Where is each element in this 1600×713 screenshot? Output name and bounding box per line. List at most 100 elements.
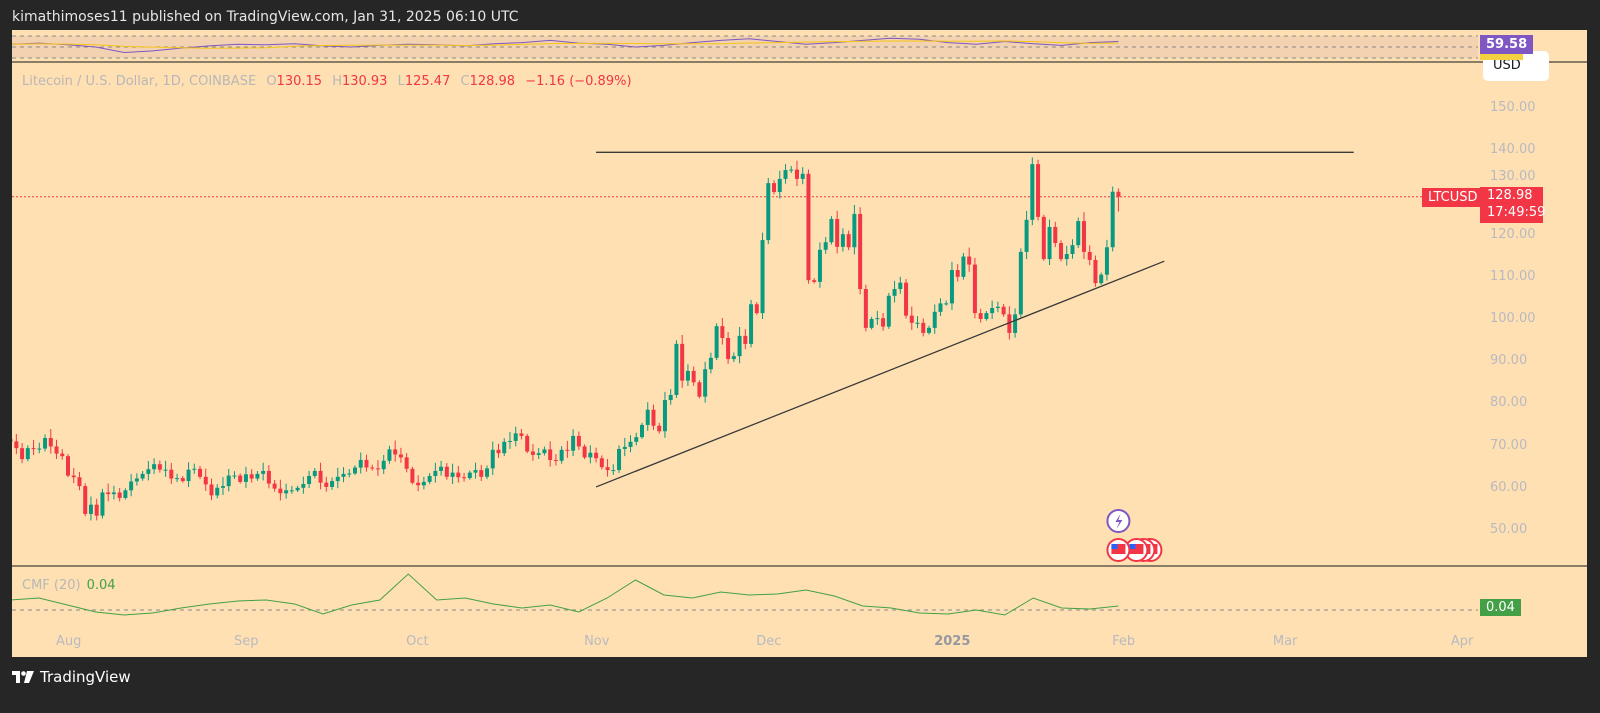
price-chart[interactable] bbox=[12, 30, 1587, 657]
candle-down bbox=[272, 483, 277, 489]
symbol-legend: Litecoin / U.S. Dollar, 1D, COINBASE O13… bbox=[22, 74, 632, 89]
candle-up bbox=[559, 449, 564, 461]
candle-up bbox=[312, 470, 317, 476]
candle-down bbox=[77, 477, 82, 487]
candle-up bbox=[869, 319, 874, 328]
candle-up bbox=[990, 308, 995, 314]
candle-up bbox=[255, 473, 260, 479]
candle-up bbox=[1064, 254, 1069, 260]
candle-down bbox=[169, 469, 174, 479]
candle-up bbox=[571, 435, 576, 451]
tradingview-footer: TradingView bbox=[12, 668, 131, 686]
change-value: −1.16 (−0.89%) bbox=[525, 74, 632, 89]
candle-down bbox=[238, 475, 243, 482]
candle-down bbox=[1053, 227, 1058, 244]
candle-down bbox=[370, 467, 375, 469]
candle-up bbox=[243, 474, 248, 482]
candle-up bbox=[152, 464, 157, 470]
candle-down bbox=[71, 475, 76, 478]
candle-up bbox=[817, 249, 822, 282]
candle-up bbox=[111, 492, 116, 495]
candle-down bbox=[846, 234, 851, 248]
candle-up bbox=[134, 478, 139, 482]
candle-down bbox=[404, 457, 409, 469]
y-tick-label: 140.00 bbox=[1490, 142, 1536, 158]
candle-up bbox=[536, 453, 541, 455]
candle-up bbox=[358, 459, 363, 468]
candle-down bbox=[530, 451, 535, 455]
x-tick-label: Dec bbox=[756, 634, 782, 649]
us-flag-canton bbox=[1111, 544, 1118, 549]
candle-down bbox=[60, 453, 65, 457]
candle-down bbox=[1001, 306, 1006, 315]
candle-up bbox=[622, 446, 627, 449]
candle-down bbox=[94, 504, 99, 516]
candle-up bbox=[226, 475, 231, 487]
candle-up bbox=[490, 449, 495, 469]
x-tick-label: Sep bbox=[233, 634, 259, 649]
candle-up bbox=[507, 440, 512, 442]
candle-down bbox=[680, 343, 685, 381]
candle-up bbox=[1076, 221, 1081, 246]
candle-up bbox=[766, 183, 771, 241]
candle-up bbox=[513, 433, 518, 441]
candle-down bbox=[726, 337, 731, 360]
candle-up bbox=[662, 400, 667, 432]
candle-down bbox=[1087, 251, 1092, 260]
candle-down bbox=[456, 472, 461, 478]
candle-up bbox=[760, 240, 765, 314]
candle-down bbox=[858, 213, 863, 290]
tradingview-logo-icon bbox=[12, 670, 34, 683]
candle-up bbox=[714, 326, 719, 358]
candle-down bbox=[1081, 221, 1086, 252]
x-tick-label: Mar bbox=[1272, 634, 1298, 649]
candle-down bbox=[863, 289, 868, 328]
candle-up bbox=[232, 475, 237, 477]
y-tick-label: 60.00 bbox=[1490, 479, 1528, 495]
x-tick-label: Nov bbox=[584, 634, 610, 649]
candle-down bbox=[496, 449, 501, 454]
candle-up bbox=[829, 218, 834, 243]
chart-frame[interactable]: Litecoin / U.S. Dollar, 1D, COINBASE O13… bbox=[12, 30, 1587, 657]
symbol-price-tag: LTCUSD bbox=[1422, 188, 1484, 207]
candle-down bbox=[904, 282, 909, 316]
candle-down bbox=[203, 476, 208, 485]
open-value: 130.15 bbox=[276, 74, 323, 89]
candle-up bbox=[335, 476, 340, 482]
candle-up bbox=[708, 357, 713, 370]
candle-up bbox=[542, 449, 547, 454]
candle-down bbox=[835, 218, 840, 247]
brand-name: TradingView bbox=[40, 668, 131, 686]
candle-down bbox=[720, 326, 725, 338]
candle-up bbox=[175, 478, 180, 480]
candle-up bbox=[485, 468, 490, 477]
cmf-title: CMF (20) bbox=[22, 578, 81, 593]
candle-down bbox=[278, 488, 283, 494]
candle-up bbox=[886, 295, 891, 327]
candle-down bbox=[599, 458, 604, 468]
candle-down bbox=[525, 435, 530, 452]
candle-down bbox=[1036, 164, 1041, 217]
candle-up bbox=[261, 470, 266, 474]
candle-down bbox=[364, 459, 369, 468]
candle-up bbox=[25, 448, 30, 460]
candle-down bbox=[416, 482, 421, 486]
candle-down bbox=[410, 468, 415, 483]
candle-down bbox=[393, 449, 398, 455]
rsi-ma-line bbox=[12, 40, 1119, 49]
candle-up bbox=[192, 468, 197, 470]
candle-up bbox=[163, 469, 168, 471]
candle-down bbox=[209, 484, 214, 496]
y-tick-label: 100.00 bbox=[1490, 311, 1536, 326]
candle-down bbox=[1007, 314, 1012, 333]
candle-down bbox=[553, 459, 558, 461]
rsi-value-badge: 59.58 bbox=[1480, 35, 1534, 54]
candle-up bbox=[381, 460, 386, 470]
candle-up bbox=[347, 473, 352, 475]
y-tick-label: 150.00 bbox=[1490, 100, 1536, 115]
candle-up bbox=[301, 484, 306, 488]
candle-up bbox=[944, 303, 949, 305]
candle-up bbox=[703, 369, 708, 397]
candle-down bbox=[106, 492, 111, 495]
candle-up bbox=[995, 306, 1000, 309]
